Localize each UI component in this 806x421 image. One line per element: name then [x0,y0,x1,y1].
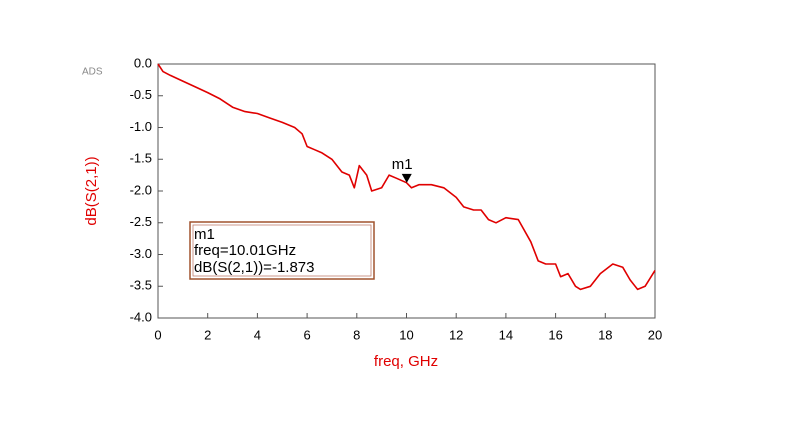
data-line [157,63,656,291]
y-tick-label: -3.5 [130,278,152,293]
y-tick-label: 0.0 [134,55,152,70]
y-tick-label: -0.5 [130,87,152,102]
x-tick-label: 12 [449,327,463,342]
marker-box [189,221,375,280]
x-tick-label: 8 [353,327,360,342]
marker-box-freq: freq=10.01GHz [194,242,296,259]
marker-triangle [401,173,412,183]
x-tick-label: 2 [204,327,211,342]
y-tick-label: -3.0 [130,246,152,261]
y-tick-label: -4.0 [130,309,152,324]
x-tick-label: 4 [254,327,261,342]
watermark: ADS [82,67,103,78]
x-tick-label: 6 [303,327,310,342]
x-tick-label: 0 [154,327,161,342]
y-axis-label: dB(S(2,1)) [83,156,100,225]
marker-label: m1 [392,156,413,173]
x-tick-label: 18 [598,327,612,342]
y-tick-label: -1.5 [130,151,152,166]
x-tick-label: 14 [499,327,513,342]
marker-box-value: dB(S(2,1))=-1.873 [194,259,314,276]
y-tick-label: -1.0 [130,119,152,134]
y-tick-label: -2.0 [130,182,152,197]
y-tick-label: -2.5 [130,214,152,229]
marker-box-name: m1 [194,226,215,243]
x-axis-label: freq, GHz [374,353,438,370]
marker-box-inner [192,224,372,277]
x-tick-label: 10 [399,327,413,342]
x-tick-label: 20 [648,327,662,342]
x-tick-label: 16 [548,327,562,342]
